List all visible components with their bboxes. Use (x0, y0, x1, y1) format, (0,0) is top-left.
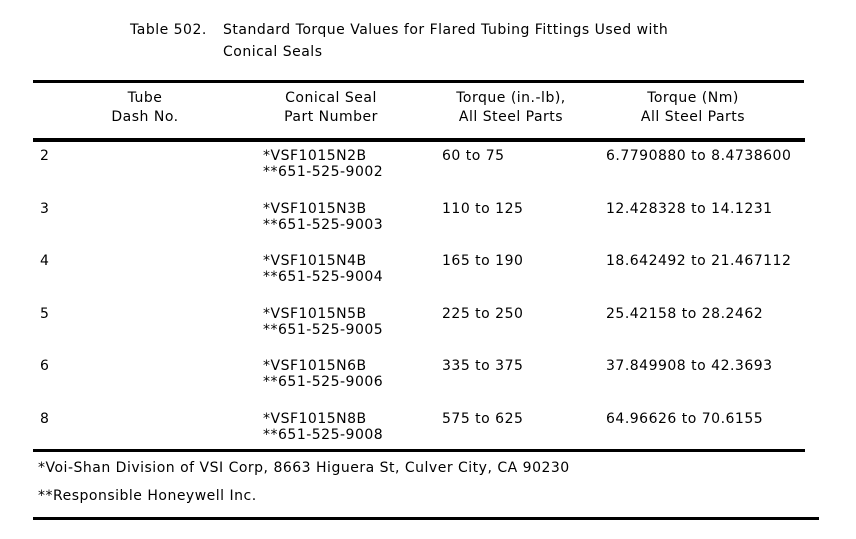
cell-torque-in-lb: 110 to 125 (442, 201, 524, 217)
part-number-voishan: *VSF1015N5B (263, 306, 367, 322)
table-header-rule (33, 138, 805, 142)
cell-dash-no: 4 (40, 253, 50, 269)
part-number-voishan: *VSF1015N8B (263, 411, 367, 427)
cell-torque-in-lb: 165 to 190 (442, 253, 524, 269)
cell-torque-nm: 18.642492 to 21.467112 (606, 253, 792, 269)
table-row: 8 *VSF1015N8B **651-525-9008 575 to 625 … (0, 411, 856, 463)
cell-torque-nm: 25.42158 to 28.2462 (606, 306, 764, 322)
footnote-honeywell: **Responsible Honeywell Inc. (38, 488, 257, 504)
cell-torque-in-lb: 335 to 375 (442, 358, 524, 374)
column-header-torque-in-lb: Torque (in.-lb), All Steel Parts (456, 90, 566, 125)
cell-torque-nm: 12.428328 to 14.1231 (606, 201, 773, 217)
cell-torque-in-lb: 225 to 250 (442, 306, 524, 322)
cell-part-number: *VSF1015N8B **651-525-9008 (263, 411, 383, 443)
part-number-voishan: *VSF1015N3B (263, 201, 367, 217)
part-number-voishan: *VSF1015N4B (263, 253, 367, 269)
cell-dash-no: 2 (40, 148, 50, 164)
table-row: 4 *VSF1015N4B **651-525-9004 165 to 190 … (0, 253, 856, 305)
part-number-honeywell: **651-525-9003 (263, 217, 384, 233)
cell-part-number: *VSF1015N5B **651-525-9005 (263, 306, 383, 338)
table-row: 6 *VSF1015N6B **651-525-9006 335 to 375 … (0, 358, 856, 410)
cell-dash-no: 3 (40, 201, 50, 217)
part-number-honeywell: **651-525-9008 (263, 427, 384, 443)
cell-part-number: *VSF1015N4B **651-525-9004 (263, 253, 383, 285)
table-top-rule (33, 80, 804, 83)
column-header-torque-nm: Torque (Nm) All Steel Parts (640, 90, 746, 125)
cell-part-number: *VSF1015N3B **651-525-9003 (263, 201, 383, 233)
part-number-voishan: *VSF1015N6B (263, 358, 367, 374)
part-number-voishan: *VSF1015N2B (263, 148, 367, 164)
column-header-part-number: Conical Seal Part Number (284, 90, 378, 125)
cell-torque-in-lb: 575 to 625 (442, 411, 524, 427)
table-bottom-rule (33, 517, 819, 520)
cell-torque-nm: 64.96626 to 70.6155 (606, 411, 764, 427)
cell-torque-nm: 6.7790880 to 8.4738600 (606, 148, 792, 164)
table-row: 2 *VSF1015N2B **651-525-9002 60 to 75 6.… (0, 148, 856, 200)
cell-dash-no: 8 (40, 411, 50, 427)
column-header-tube-dash-no: Tube Dash No. (111, 90, 179, 125)
table-title: Standard Torque Values for Flared Tubing… (223, 22, 669, 60)
footnote-voishan: *Voi-Shan Division of VSI Corp, 8663 Hig… (38, 460, 570, 476)
table-row: 3 *VSF1015N3B **651-525-9003 110 to 125 … (0, 201, 856, 253)
table-body-bottom-rule (33, 449, 805, 452)
cell-dash-no: 5 (40, 306, 50, 322)
part-number-honeywell: **651-525-9005 (263, 322, 384, 338)
part-number-honeywell: **651-525-9002 (263, 164, 384, 180)
part-number-honeywell: **651-525-9004 (263, 269, 384, 285)
cell-part-number: *VSF1015N6B **651-525-9006 (263, 358, 383, 390)
table-row: 5 *VSF1015N5B **651-525-9005 225 to 250 … (0, 306, 856, 358)
cell-part-number: *VSF1015N2B **651-525-9002 (263, 148, 383, 180)
cell-dash-no: 6 (40, 358, 50, 374)
cell-torque-nm: 37.849908 to 42.3693 (606, 358, 773, 374)
table-number-label: Table 502. (130, 22, 207, 38)
part-number-honeywell: **651-525-9006 (263, 374, 384, 390)
cell-torque-in-lb: 60 to 75 (442, 148, 505, 164)
